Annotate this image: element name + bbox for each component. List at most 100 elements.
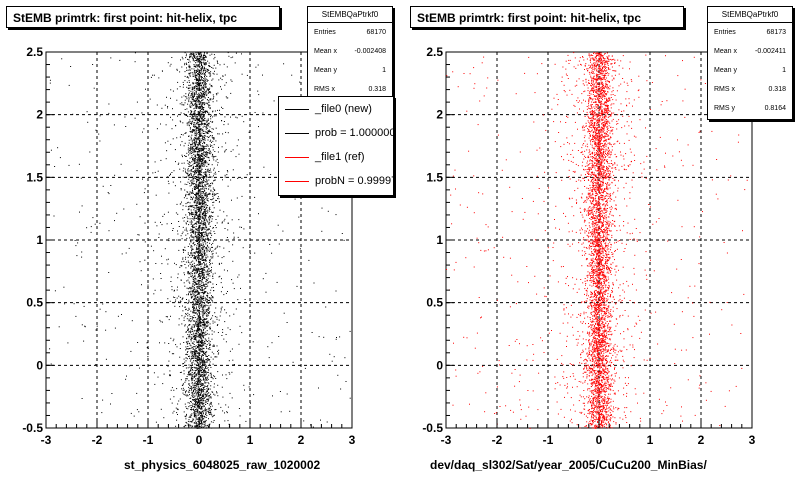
left-point — [209, 403, 211, 405]
left-point — [207, 97, 209, 98]
left-point — [193, 180, 195, 182]
left-point — [201, 191, 203, 193]
left-point — [131, 320, 133, 322]
left-point — [202, 397, 204, 399]
left-point — [200, 416, 202, 418]
left-point — [198, 376, 200, 378]
left-point — [211, 266, 212, 268]
left-point — [160, 273, 162, 274]
left-point — [202, 374, 204, 376]
left-point — [208, 408, 210, 410]
left-point — [207, 156, 209, 158]
left-point — [158, 77, 160, 79]
left-point — [199, 58, 201, 59]
left-point — [215, 356, 217, 358]
left-point — [143, 192, 145, 194]
left-point — [198, 400, 200, 402]
left-point — [204, 264, 206, 266]
left-point — [58, 326, 60, 328]
left-point — [200, 159, 202, 161]
left-point — [212, 137, 214, 139]
left-point — [197, 243, 199, 244]
left-point — [204, 68, 206, 70]
left-point — [200, 374, 202, 376]
left-point — [208, 100, 210, 102]
left-point — [200, 402, 202, 404]
left-point — [193, 119, 195, 121]
left-point — [191, 375, 193, 377]
left-point — [198, 357, 200, 358]
left-point — [197, 276, 199, 278]
left-point — [194, 275, 196, 277]
left-point — [197, 137, 199, 139]
left-point — [208, 383, 210, 385]
left-point — [192, 52, 194, 54]
left-point — [206, 155, 208, 157]
left-point — [214, 356, 216, 358]
left-point — [203, 268, 205, 270]
left-point — [203, 186, 205, 188]
left-point — [192, 160, 194, 162]
left-point — [197, 52, 199, 54]
left-point — [216, 222, 218, 224]
left-point — [200, 235, 202, 237]
left-point — [200, 359, 202, 361]
left-point — [194, 382, 196, 384]
left-point — [205, 127, 207, 129]
left-point — [205, 87, 207, 89]
left-point — [202, 90, 203, 92]
left-point — [198, 228, 200, 230]
left-point — [200, 207, 202, 209]
left-point — [210, 401, 212, 403]
left-point — [237, 177, 239, 179]
left-point — [187, 273, 189, 275]
left-point — [218, 133, 220, 135]
left-point — [189, 180, 191, 182]
left-point — [216, 284, 217, 285]
left-point — [202, 276, 204, 278]
left-point — [155, 194, 157, 196]
left-point — [197, 84, 199, 86]
left-point — [184, 80, 186, 82]
left-point — [70, 66, 72, 67]
left-point — [204, 126, 206, 127]
left-point — [187, 168, 189, 170]
left-point — [205, 68, 207, 70]
left-point — [189, 75, 191, 77]
left-point — [175, 212, 177, 214]
left-point — [195, 184, 197, 186]
left-point — [203, 362, 205, 364]
left-point — [186, 191, 188, 193]
left-point — [202, 389, 204, 391]
left-point — [212, 322, 214, 324]
left-point — [200, 301, 202, 303]
left-point — [253, 394, 255, 396]
left-point — [194, 346, 196, 348]
left-point — [195, 78, 197, 79]
left-point — [207, 367, 209, 369]
left-point — [179, 343, 181, 345]
left-point — [189, 370, 191, 372]
left-point — [196, 229, 197, 231]
left-point — [183, 394, 185, 395]
left-point — [195, 312, 197, 314]
left-point — [204, 264, 206, 266]
left-point — [208, 92, 210, 93]
left-point — [201, 171, 203, 173]
left-point — [189, 121, 191, 123]
left-point — [204, 74, 206, 76]
left-point — [204, 142, 206, 144]
left-point — [206, 318, 208, 320]
left-point — [209, 104, 211, 106]
left-point — [232, 169, 234, 171]
left-point — [196, 303, 198, 305]
left-point — [202, 155, 203, 157]
left-point — [200, 412, 201, 414]
left-point — [203, 342, 205, 344]
left-point — [195, 62, 197, 64]
left-point — [194, 197, 196, 199]
left-point — [108, 230, 110, 232]
left-point — [195, 398, 197, 400]
left-point — [194, 142, 196, 144]
left-point — [191, 235, 193, 237]
